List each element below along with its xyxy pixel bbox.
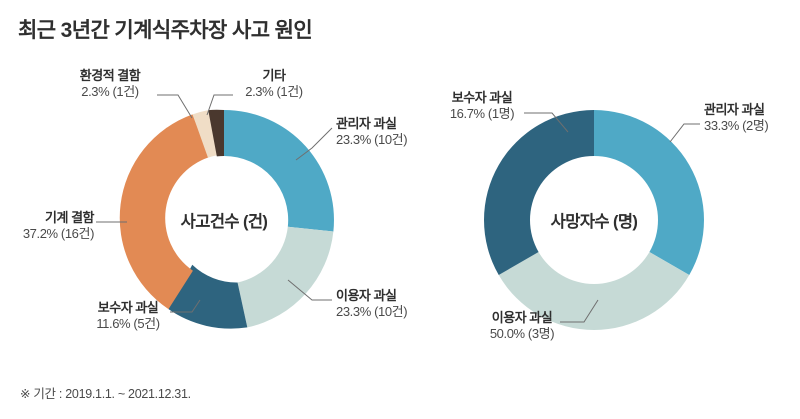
callout-label-value: 33.3% (2명) bbox=[704, 117, 769, 133]
footnote-period: ※ 기간 : 2019.1.1. ~ 2021.12.31. bbox=[20, 387, 191, 401]
callout-label-name: 환경적 결함 bbox=[79, 68, 141, 83]
callout-label-value: 50.0% (3명) bbox=[489, 325, 555, 341]
callout-label-value: 11.6% (5건) bbox=[96, 315, 160, 331]
slice-user-fault[interactable] bbox=[498, 252, 690, 330]
donut-chart-accident-count: 사고건수 (건) bbox=[108, 104, 340, 336]
slice-maintainer-fault[interactable] bbox=[484, 110, 594, 275]
callout-machine-defect: 기계 결함 37.2% (16건) bbox=[0, 210, 95, 242]
slice-other[interactable] bbox=[208, 109, 224, 157]
callout-manager-fault-right: 관리자 과실 33.3% (2명) bbox=[704, 102, 769, 134]
callout-maintainer-fault-right: 보수자 과실 16.7% (1명) bbox=[438, 90, 526, 122]
callout-manager-fault-left: 관리자 과실 23.3% (10건) bbox=[336, 116, 408, 148]
callout-label-name: 관리자 과실 bbox=[704, 102, 765, 117]
callout-environmental-defect: 환경적 결함 2.3% (1건) bbox=[62, 68, 158, 100]
slice-user-fault[interactable] bbox=[237, 226, 334, 328]
callout-label-value: 2.3% (1건) bbox=[245, 83, 303, 99]
callout-other: 기타 2.3% (1건) bbox=[234, 68, 314, 100]
callout-label-name: 보수자 과실 bbox=[451, 90, 513, 105]
callout-label-name: 관리자 과실 bbox=[336, 116, 397, 131]
callout-user-fault-left: 이용자 과실 23.3% (10건) bbox=[336, 288, 408, 320]
page-title: 최근 3년간 기계식주차장 사고 원인 bbox=[18, 19, 313, 42]
callout-label-name: 기타 bbox=[262, 68, 286, 83]
slice-machine-defect[interactable] bbox=[119, 114, 209, 310]
slice-environmental-defect[interactable] bbox=[192, 110, 218, 158]
callout-maintainer-fault-left: 보수자 과실 11.6% (5건) bbox=[86, 300, 170, 332]
slice-manager-fault[interactable] bbox=[224, 110, 334, 232]
callout-label-value: 23.3% (10건) bbox=[336, 303, 408, 319]
callout-user-fault-right: 이용자 과실 50.0% (3명) bbox=[476, 310, 568, 342]
callout-label-name: 이용자 과실 bbox=[336, 288, 397, 303]
callout-label-value: 16.7% (1명) bbox=[449, 105, 515, 121]
callout-label-value: 23.3% (10건) bbox=[336, 131, 408, 147]
callout-label-name: 보수자 과실 bbox=[97, 300, 159, 315]
donut-svg-accident-count bbox=[119, 109, 334, 329]
callout-label-name: 이용자 과실 bbox=[491, 310, 553, 325]
callout-label-name: 기계 결함 bbox=[45, 210, 94, 225]
callout-label-value: 2.3% (1건) bbox=[81, 83, 139, 99]
slice-maintainer-fault[interactable] bbox=[168, 264, 248, 329]
donut-svg-fatality-count bbox=[484, 110, 704, 330]
callout-label-value: 37.2% (16건) bbox=[22, 225, 95, 241]
slice-manager-fault[interactable] bbox=[594, 110, 704, 275]
donut-chart-fatality-count: 사망자수 (명) bbox=[478, 104, 710, 336]
